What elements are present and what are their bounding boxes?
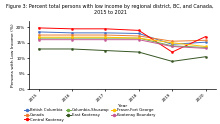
Columbia-Shuswap <box>37 37 40 39</box>
Canada <box>71 34 73 36</box>
British Columbia <box>37 31 40 33</box>
Columbia-Shuswap <box>71 37 73 39</box>
British Columbia <box>104 32 107 34</box>
Kootenay Boundary <box>204 48 207 49</box>
British Columbia <box>138 33 140 34</box>
Central Kootenay <box>71 28 73 30</box>
Columbia-Shuswap <box>104 37 107 39</box>
Fraser-Fort George <box>138 37 140 39</box>
British Columbia <box>71 32 73 34</box>
Kootenay Boundary <box>71 39 73 40</box>
Canada <box>37 34 40 36</box>
British Columbia <box>204 41 207 43</box>
Y-axis label: Persons with Low Income (%): Persons with Low Income (%) <box>11 23 15 87</box>
Line: Fraser-Fort George: Fraser-Fort George <box>38 36 207 47</box>
East Kootenay <box>37 48 40 50</box>
Central Kootenay <box>204 36 207 37</box>
Legend: British Columbia, Canada, Central Kootenay, Columbia-Shuswap, East Kootenay, Fra: British Columbia, Canada, Central Kooten… <box>24 108 156 122</box>
Kootenay Boundary <box>37 39 40 40</box>
Fraser-Fort George <box>71 36 73 38</box>
Line: Canada: Canada <box>38 34 207 42</box>
Line: Central Kootenay: Central Kootenay <box>38 27 207 53</box>
Columbia-Shuswap <box>204 47 207 48</box>
Kootenay Boundary <box>138 39 140 40</box>
East Kootenay <box>171 61 174 62</box>
Central Kootenay <box>171 51 174 53</box>
East Kootenay <box>204 56 207 57</box>
Columbia-Shuswap <box>138 37 140 39</box>
East Kootenay <box>71 48 73 50</box>
Central Kootenay <box>37 27 40 29</box>
Fraser-Fort George <box>171 42 174 44</box>
Text: Figure 3: Percent total persons with low income by regional district, BC, and Ca: Figure 3: Percent total persons with low… <box>6 4 214 15</box>
Central Kootenay <box>138 30 140 31</box>
Columbia-Shuswap <box>171 45 174 47</box>
Canada <box>104 34 107 36</box>
Fraser-Fort George <box>204 46 207 47</box>
Fraser-Fort George <box>104 36 107 38</box>
Central Kootenay <box>104 28 107 30</box>
X-axis label: Year: Year <box>117 104 127 108</box>
Canada <box>138 35 140 37</box>
Canada <box>204 40 207 41</box>
Kootenay Boundary <box>171 46 174 47</box>
Kootenay Boundary <box>104 39 107 40</box>
Canada <box>171 40 174 42</box>
East Kootenay <box>104 50 107 51</box>
Fraser-Fort George <box>37 36 40 38</box>
East Kootenay <box>138 51 140 53</box>
Line: British Columbia: British Columbia <box>38 31 207 45</box>
Line: East Kootenay: East Kootenay <box>38 48 207 62</box>
British Columbia <box>171 44 174 45</box>
Line: Columbia-Shuswap: Columbia-Shuswap <box>38 37 207 48</box>
Line: Kootenay Boundary: Kootenay Boundary <box>38 39 207 49</box>
